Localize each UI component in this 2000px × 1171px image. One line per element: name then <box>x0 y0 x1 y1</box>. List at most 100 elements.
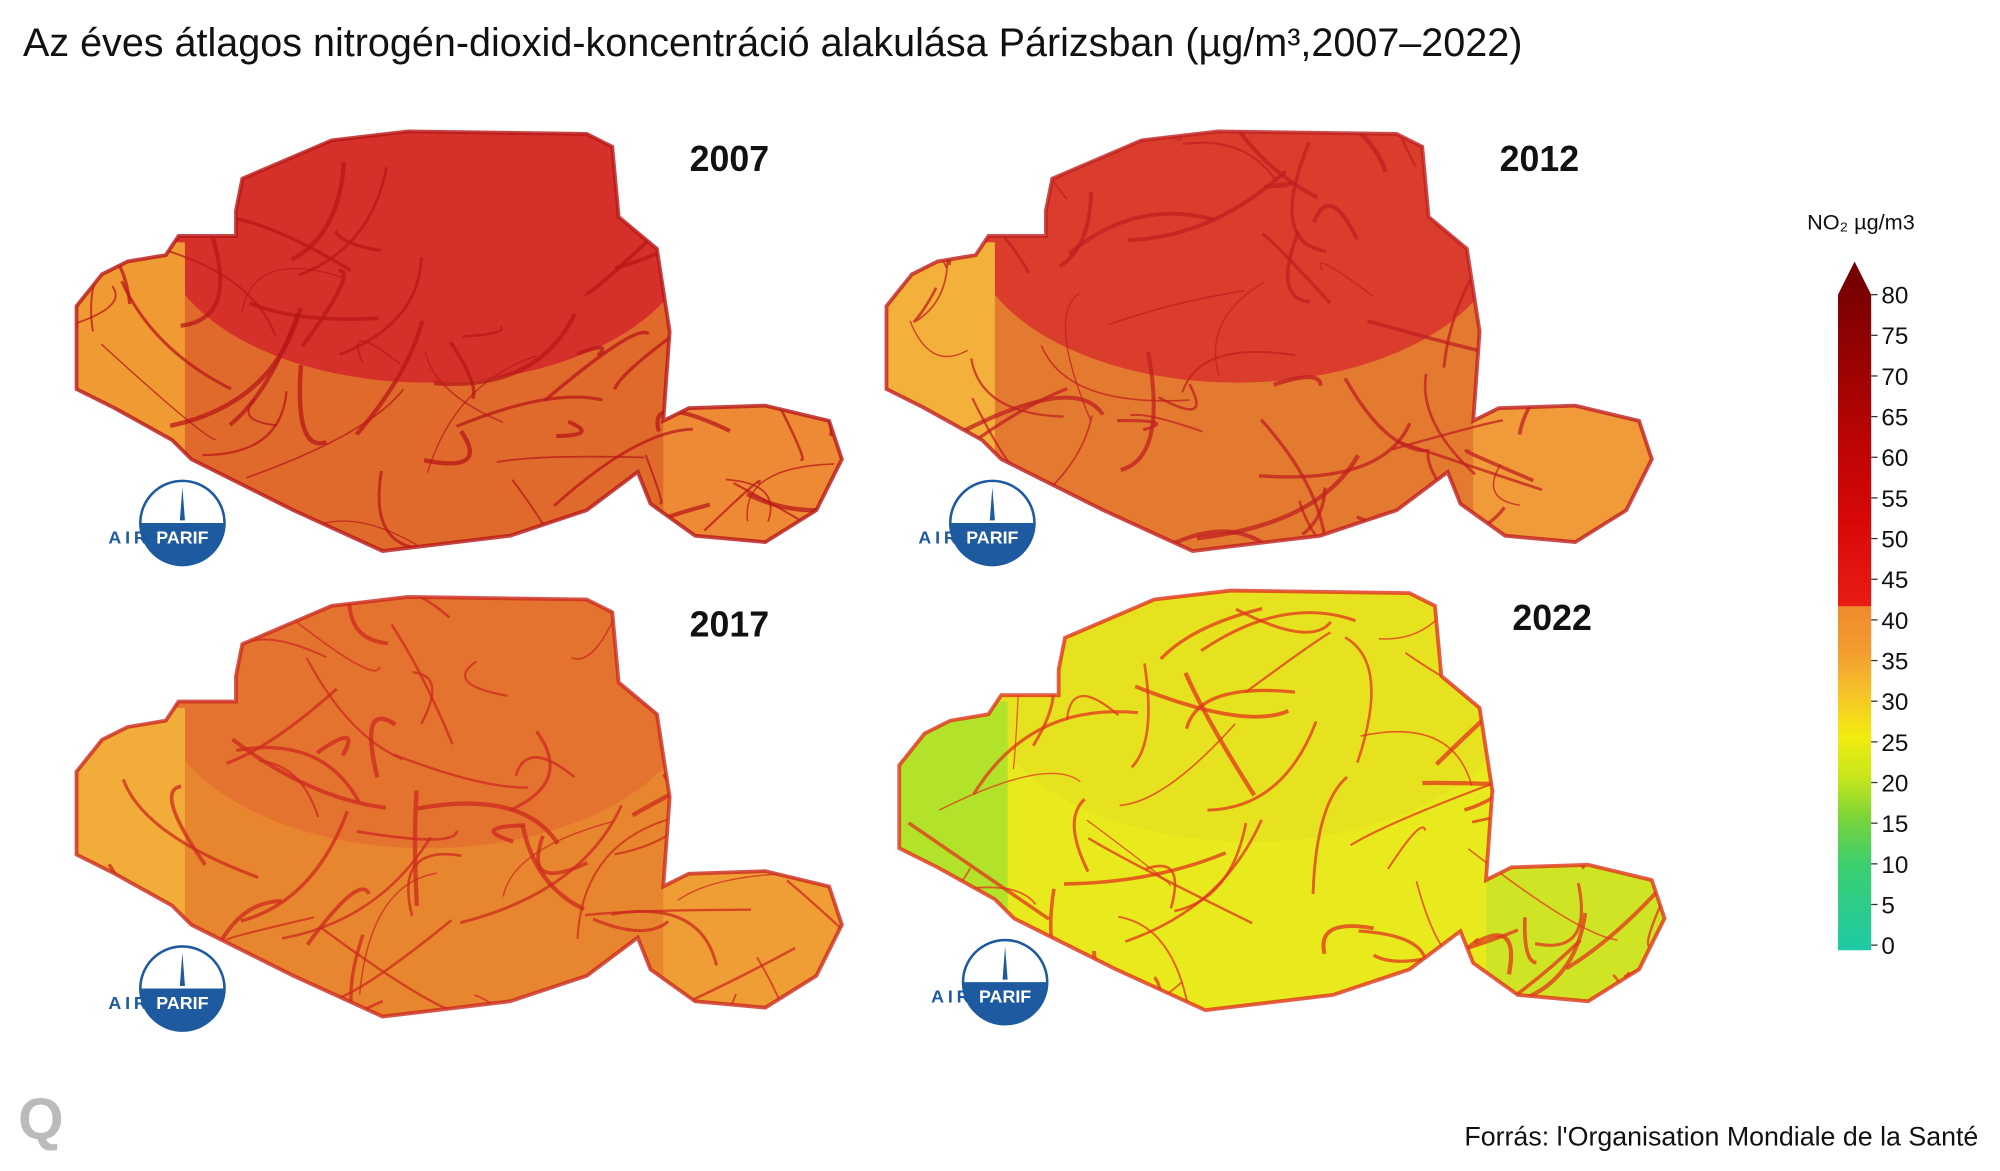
road <box>1200 611 1357 652</box>
logo-half <box>140 988 225 1031</box>
road <box>426 355 537 473</box>
road <box>247 397 278 427</box>
road <box>1312 203 1360 241</box>
road <box>1319 262 1374 297</box>
road <box>1285 230 1311 304</box>
road <box>1157 383 1198 411</box>
road <box>281 836 432 940</box>
road <box>1441 1012 1602 1089</box>
road <box>1235 607 1332 634</box>
road <box>725 478 772 522</box>
road <box>297 166 388 277</box>
tick-label: 60 <box>1881 445 1908 472</box>
road <box>290 161 347 262</box>
logo-right: PARIF <box>979 987 1031 1007</box>
road <box>185 640 244 699</box>
road <box>1321 924 1374 955</box>
road <box>1067 211 1214 256</box>
road <box>1174 822 1248 913</box>
road <box>417 801 560 845</box>
road <box>1127 169 1287 243</box>
tick-label: 10 <box>1881 852 1908 879</box>
title: Az éves átlagos nitrogén-dioxid-koncentr… <box>23 21 1522 65</box>
road <box>412 671 434 725</box>
road <box>76 478 114 546</box>
road <box>1311 775 1348 895</box>
road <box>1119 723 1236 807</box>
road <box>412 790 420 907</box>
airparif-logo: AIR PARIF <box>108 479 226 567</box>
logo-half <box>963 982 1048 1025</box>
road <box>907 821 1051 921</box>
road <box>1539 590 1570 594</box>
road <box>315 735 351 757</box>
logo-half <box>950 522 1035 566</box>
road <box>233 520 252 552</box>
road <box>689 555 766 594</box>
road <box>392 753 529 789</box>
ring-road <box>74 129 844 553</box>
road <box>630 946 796 1017</box>
road <box>1058 192 1094 269</box>
tick-label: 65 <box>1881 405 1908 432</box>
road <box>1612 973 1665 1011</box>
road <box>1258 422 1412 479</box>
road <box>1493 711 1540 755</box>
airparif-logo: AIR PARIF <box>918 479 1036 567</box>
brand-logo: Q <box>18 1087 64 1152</box>
logo-tower <box>179 487 185 521</box>
logo-tower <box>179 952 185 986</box>
panel-year: 2017 <box>690 604 769 644</box>
road <box>1514 254 1607 303</box>
road <box>1522 917 1537 965</box>
road <box>1391 419 1504 451</box>
tick-label: 20 <box>1881 770 1908 797</box>
road <box>459 804 623 925</box>
north-zone <box>159 596 696 849</box>
logo-left: AIR <box>931 987 973 1007</box>
logo-left: AIR <box>918 527 960 547</box>
road <box>1464 449 1535 483</box>
logo-tower <box>1002 946 1008 980</box>
road <box>300 268 346 348</box>
road <box>1605 705 1628 786</box>
road <box>1556 746 1586 870</box>
road <box>899 242 921 256</box>
tick-label: 35 <box>1881 648 1908 675</box>
road <box>653 102 775 129</box>
tick-label: 40 <box>1881 608 1908 635</box>
road <box>252 994 297 1017</box>
road <box>514 756 576 779</box>
road <box>592 917 670 933</box>
road <box>1493 648 1587 696</box>
road <box>356 340 401 365</box>
road <box>305 887 371 946</box>
road <box>424 351 504 423</box>
road <box>1159 607 1263 661</box>
logo-right: PARIF <box>156 993 208 1013</box>
road <box>202 391 288 457</box>
road <box>1130 663 1150 769</box>
logo-left: AIR <box>108 993 150 1013</box>
road <box>739 653 754 746</box>
road <box>1349 775 1512 847</box>
road <box>1196 454 1360 541</box>
road <box>121 778 259 879</box>
road <box>576 345 605 357</box>
road <box>746 463 835 522</box>
road <box>741 680 824 781</box>
road <box>1261 232 1332 305</box>
road <box>180 232 223 328</box>
road <box>433 312 577 387</box>
road <box>1120 351 1156 472</box>
panel-year: 2022 <box>1512 598 1591 638</box>
road <box>1383 991 1470 1011</box>
road <box>610 909 718 966</box>
road <box>339 257 424 356</box>
road <box>909 320 968 358</box>
panel-year: 2007 <box>690 139 769 179</box>
road <box>1108 289 1245 326</box>
road <box>1259 418 1327 541</box>
